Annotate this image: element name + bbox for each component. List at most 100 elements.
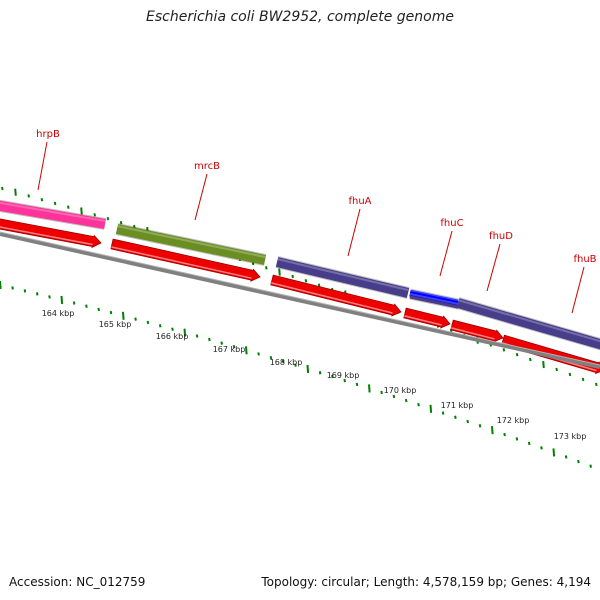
scale-tick	[11, 286, 14, 290]
accession-text: Accession: NC_012759	[9, 575, 146, 589]
leader-line	[37, 141, 48, 191]
outer-tick	[581, 377, 585, 382]
scale-tick	[392, 394, 396, 399]
outer-tick	[568, 372, 572, 377]
scale-tick	[318, 371, 322, 375]
outer-tick	[502, 348, 506, 352]
scale-tick	[466, 419, 469, 424]
gene-label-text: hrpB	[36, 129, 60, 140]
cds-arrow	[270, 274, 402, 317]
backbone-ring	[0, 231, 600, 369]
scale-label: 164 kbp	[42, 309, 75, 318]
gene-bar-fhuD-lower	[409, 293, 459, 310]
scale-label: 166 kbp	[156, 332, 189, 341]
scale-tick	[294, 363, 297, 367]
gene-label-text: mrcB	[194, 161, 220, 172]
scale-tick	[134, 317, 137, 321]
gene-label-mrcB: mrcB	[194, 161, 220, 221]
leader-line	[571, 266, 585, 314]
scale-label: 171 kbp	[441, 401, 474, 410]
gene-labels: hrpB mrcB fhuA fhuC fhuD fhuB	[36, 129, 597, 314]
scale-tick	[171, 327, 174, 331]
scale-tick	[441, 411, 445, 415]
scale-tick	[122, 311, 125, 320]
outer-tick	[106, 217, 110, 221]
outer-tick	[1, 186, 4, 191]
scale-tick	[331, 374, 334, 379]
outer-tick	[14, 188, 17, 196]
gene-label-text: fhuB	[573, 254, 596, 265]
leader-line	[486, 243, 501, 292]
gene-bar-mrcB	[115, 223, 267, 266]
scale-tick	[245, 346, 248, 355]
scale-tick	[478, 424, 482, 428]
outer-tick	[542, 360, 545, 369]
outer-tick	[27, 194, 30, 198]
scale-tick	[220, 341, 223, 345]
scale-tick	[269, 355, 273, 360]
outer-tick	[93, 213, 96, 217]
outer-tick	[304, 279, 308, 283]
map-title: Escherichia coli BW2952, complete genome	[146, 9, 454, 25]
scale-tick	[72, 301, 76, 305]
scale-tick	[109, 310, 113, 315]
genome-summary-text: Topology: circular; Length: 4,578,159 bp…	[261, 575, 591, 589]
gene-label-fhuA: fhuA	[347, 196, 372, 257]
scale-label: 172 kbp	[497, 416, 530, 425]
outer-tick	[515, 352, 519, 357]
scale-tick	[60, 295, 64, 305]
scale-tick	[527, 441, 531, 446]
gene-label-hrpB: hrpB	[36, 129, 60, 191]
outer-tick	[80, 207, 83, 215]
scale-label: 168 kbp	[270, 358, 303, 367]
scale-tick	[552, 448, 556, 457]
scale-tick	[540, 446, 543, 450]
cds-arrow	[110, 238, 261, 282]
gene-label-text: fhuA	[348, 196, 371, 207]
scale-tick	[503, 432, 506, 437]
outer-tick	[555, 367, 558, 372]
scale-tick	[85, 304, 88, 308]
scale-label: 167 kbp	[213, 345, 246, 354]
scale-tick	[343, 378, 346, 383]
scale-tick	[564, 455, 568, 459]
leader-line	[194, 173, 208, 221]
gene-label-fhuD: fhuD	[486, 231, 513, 292]
outer-tick	[265, 266, 268, 270]
scale-tick	[454, 415, 457, 419]
outer-tick	[291, 274, 294, 279]
scale-tick	[23, 289, 27, 293]
gene-label-text: fhuD	[489, 231, 513, 242]
gene-label-fhuB: fhuB	[571, 254, 597, 314]
outer-tick	[53, 201, 57, 206]
scale-tick	[515, 437, 519, 441]
scale-tick	[183, 328, 187, 337]
leader-line	[347, 208, 361, 257]
scale-label: 165 kbp	[99, 320, 132, 329]
feature-ring	[0, 199, 600, 351]
backbone-highlight	[0, 231, 600, 366]
scale-tick	[380, 390, 383, 395]
outer-tick	[317, 283, 321, 287]
outer-tick	[119, 220, 123, 225]
scale-tick	[368, 384, 371, 393]
scale-tick	[417, 402, 420, 407]
leader-line	[439, 230, 453, 277]
gene-bar-fhuB	[456, 297, 600, 351]
scale-tick	[355, 382, 359, 387]
scale-tick	[281, 359, 285, 364]
scale-tick	[232, 345, 236, 349]
backbone-line	[0, 232, 600, 369]
scale-labels: 164 kbp 165 kbp 166 kbp 167 kbp 168 kbp 169 k…	[42, 309, 587, 441]
scale-tick	[35, 292, 39, 296]
outer-tick	[595, 382, 598, 387]
scale-tick	[257, 352, 260, 356]
scale-tick	[97, 307, 100, 312]
scale-tick	[306, 364, 310, 373]
gene-bar-hrpB	[0, 199, 107, 230]
cds-arrow	[403, 307, 451, 329]
outer-tick	[40, 197, 44, 202]
gene-bar-fhuA	[275, 256, 410, 299]
scale-tick	[146, 320, 150, 325]
